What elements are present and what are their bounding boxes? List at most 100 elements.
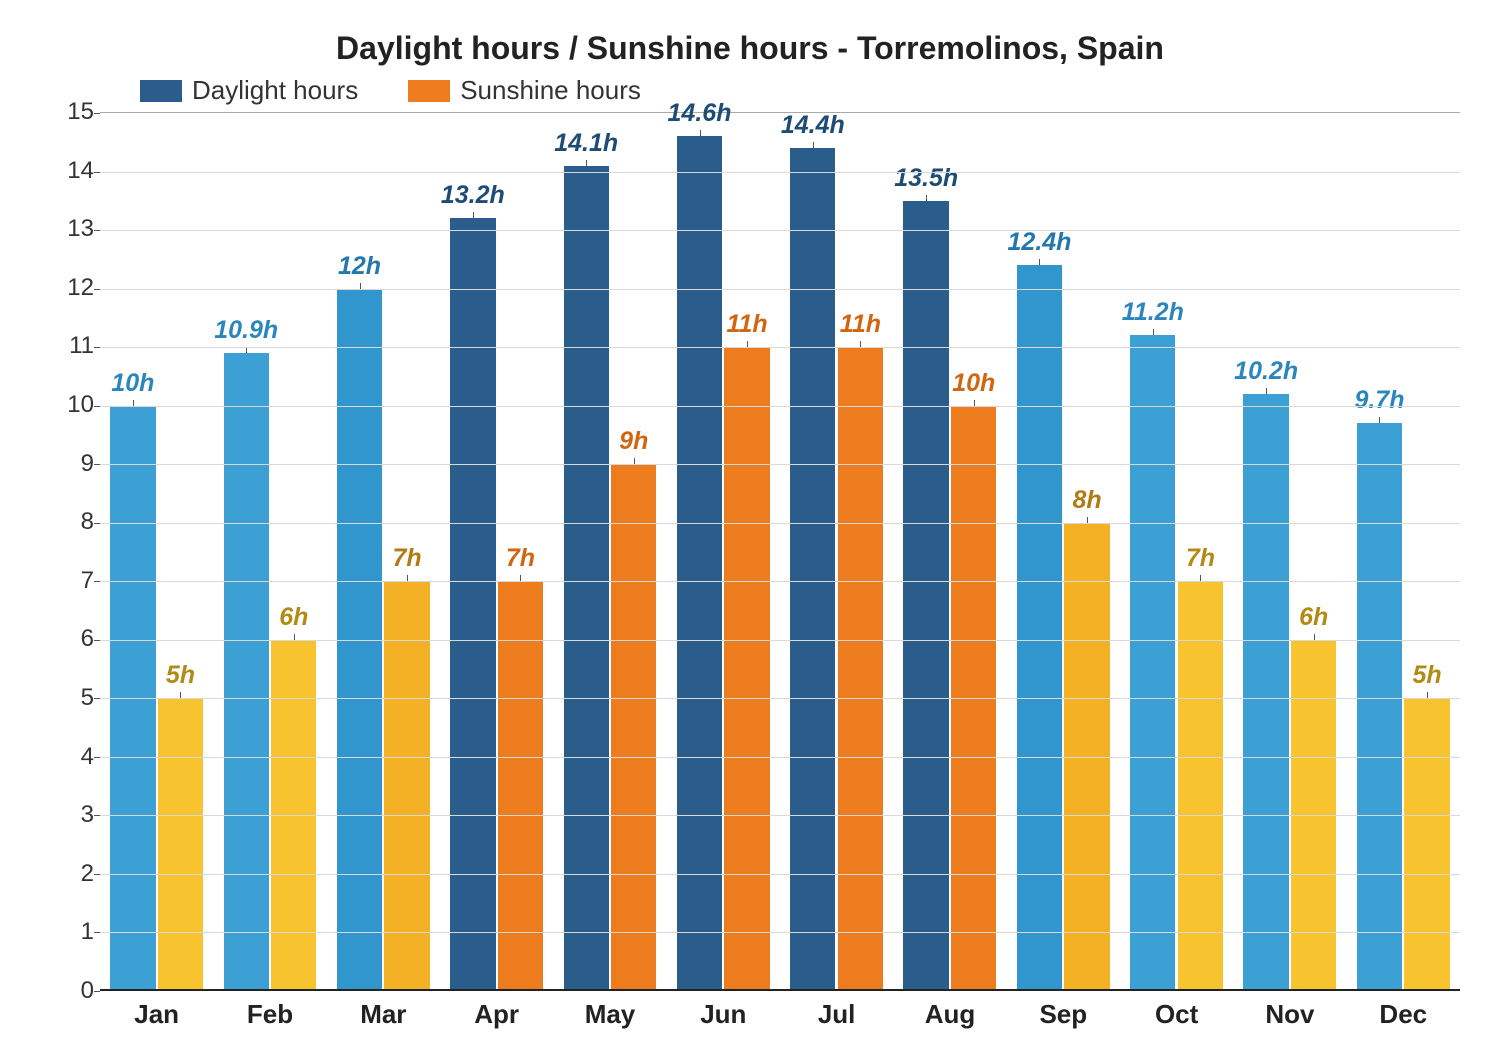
month-group: 13.2h 7h [440,113,553,991]
month-group: 14.4h 11h [780,113,893,991]
daylight-bar [1130,335,1175,991]
y-tick-label: 2 [81,860,94,888]
sunshine-bar [158,698,203,991]
month-group: 10.9h 6h [213,113,326,991]
daylight-value-label: 10.9h [214,316,278,345]
y-tick-mark [94,640,100,641]
baseline [100,989,1460,991]
month-group: 14.6h11h [667,113,780,991]
daylight-bar [1357,423,1402,991]
chart-title: Daylight hours / Sunshine hours - Torrem… [40,30,1460,67]
sunshine-bar [498,581,543,991]
y-tick-mark [94,523,100,524]
daylight-bar [1243,394,1288,991]
month-group: 11.2h 7h [1120,113,1233,991]
plot-area: 10h5h10.9h6h12h7h13.2h7h14.1h9h14.6h11h1… [100,112,1460,991]
y-tick-label: 12 [67,274,94,302]
month-group: 9.7h 5h [1347,113,1460,991]
sunshine-value-label: 7h [393,544,422,573]
daylight-bar [224,353,269,991]
x-axis-label: Mar [327,999,440,1030]
y-tick-mark [94,874,100,875]
x-axis-label: Aug [893,999,1006,1030]
sunshine-value-label: 9h [619,427,648,456]
daylight-bar [790,148,835,991]
gridline [100,230,1460,231]
gridline [100,640,1460,641]
gridline [100,347,1460,348]
y-tick-mark [94,757,100,758]
x-axis-label: Dec [1347,999,1460,1030]
y-tick-label: 15 [67,98,94,126]
y-axis: 0123456789101112131415 [40,112,100,991]
sunshine-value-label: 5h [166,661,195,690]
y-tick-label: 6 [81,625,94,653]
sunshine-value-label: 7h [506,544,535,573]
daylight-value-label: 12.4h [1008,228,1072,257]
legend-item-sunshine: Sunshine hours [408,75,641,106]
gridline [100,874,1460,875]
y-tick-label: 9 [81,450,94,478]
y-tick-label: 13 [67,215,94,243]
x-axis-label: Jun [667,999,780,1030]
x-axis-label: Sep [1007,999,1120,1030]
sunshine-value-label: 5h [1412,661,1441,690]
month-group: 14.1h 9h [553,113,666,991]
gridline [100,406,1460,407]
sunshine-value-label: 11h [840,310,881,339]
daylight-value-label: 12h [338,252,381,281]
x-axis-label: Oct [1120,999,1233,1030]
y-tick-mark [94,581,100,582]
sunshine-value-label: 7h [1186,544,1215,573]
bars-layer: 10h5h10.9h6h12h7h13.2h7h14.1h9h14.6h11h1… [100,113,1460,991]
x-axis-label: Nov [1233,999,1346,1030]
daylight-value-label: 10h [111,369,154,398]
y-tick-label: 4 [81,743,94,771]
gridline [100,581,1460,582]
y-tick-mark [94,991,100,992]
month-group: 13.5h 10h [893,113,1006,991]
gridline [100,289,1460,290]
y-tick-mark [94,698,100,699]
sunshine-bar [1404,698,1449,991]
daylight-value-label: 10.2h [1234,357,1298,386]
x-axis-label: Jul [780,999,893,1030]
y-tick-label: 7 [81,567,94,595]
daylight-bar [677,136,722,991]
gridline [100,698,1460,699]
gridline [100,815,1460,816]
x-axis-label: Jan [100,999,213,1030]
month-group: 12.4h8h [1007,113,1120,991]
gridline [100,932,1460,933]
plot-wrap: 0123456789101112131415 10h5h10.9h6h12h7h… [40,112,1460,991]
legend-swatch-sunshine [408,80,450,102]
daylight-value-label: 9.7h [1354,386,1404,415]
daylight-value-label: 11.2h [1122,298,1184,327]
gridline [100,757,1460,758]
month-group: 12h 7h [327,113,440,991]
y-tick-mark [94,347,100,348]
sunshine-value-label: 6h [279,603,308,632]
daylight-bar [1017,265,1062,991]
daylight-value-label: 14.6h [668,99,732,128]
legend-item-daylight: Daylight hours [140,75,358,106]
daylight-bar [450,218,495,991]
sunshine-value-label: 11h [726,310,767,339]
month-group: 10.2h6h [1233,113,1346,991]
y-tick-mark [94,230,100,231]
gridline [100,523,1460,524]
sunshine-bar [838,347,883,991]
y-tick-label: 1 [81,918,94,946]
daylight-value-label: 14.4h [781,111,845,140]
y-tick-label: 14 [67,157,94,185]
gridline [100,172,1460,173]
daylight-value-label: 13.5h [894,164,958,193]
y-tick-label: 11 [69,332,94,360]
sunshine-value-label: 10h [952,369,995,398]
sunshine-bar [384,581,429,991]
sunshine-bar [724,347,769,991]
y-tick-mark [94,113,100,114]
x-axis: JanFebMarAprMayJunJulAugSepOctNovDec [100,999,1460,1030]
daylight-value-label: 13.2h [441,181,505,210]
daylight-value-label: 14.1h [554,129,618,158]
